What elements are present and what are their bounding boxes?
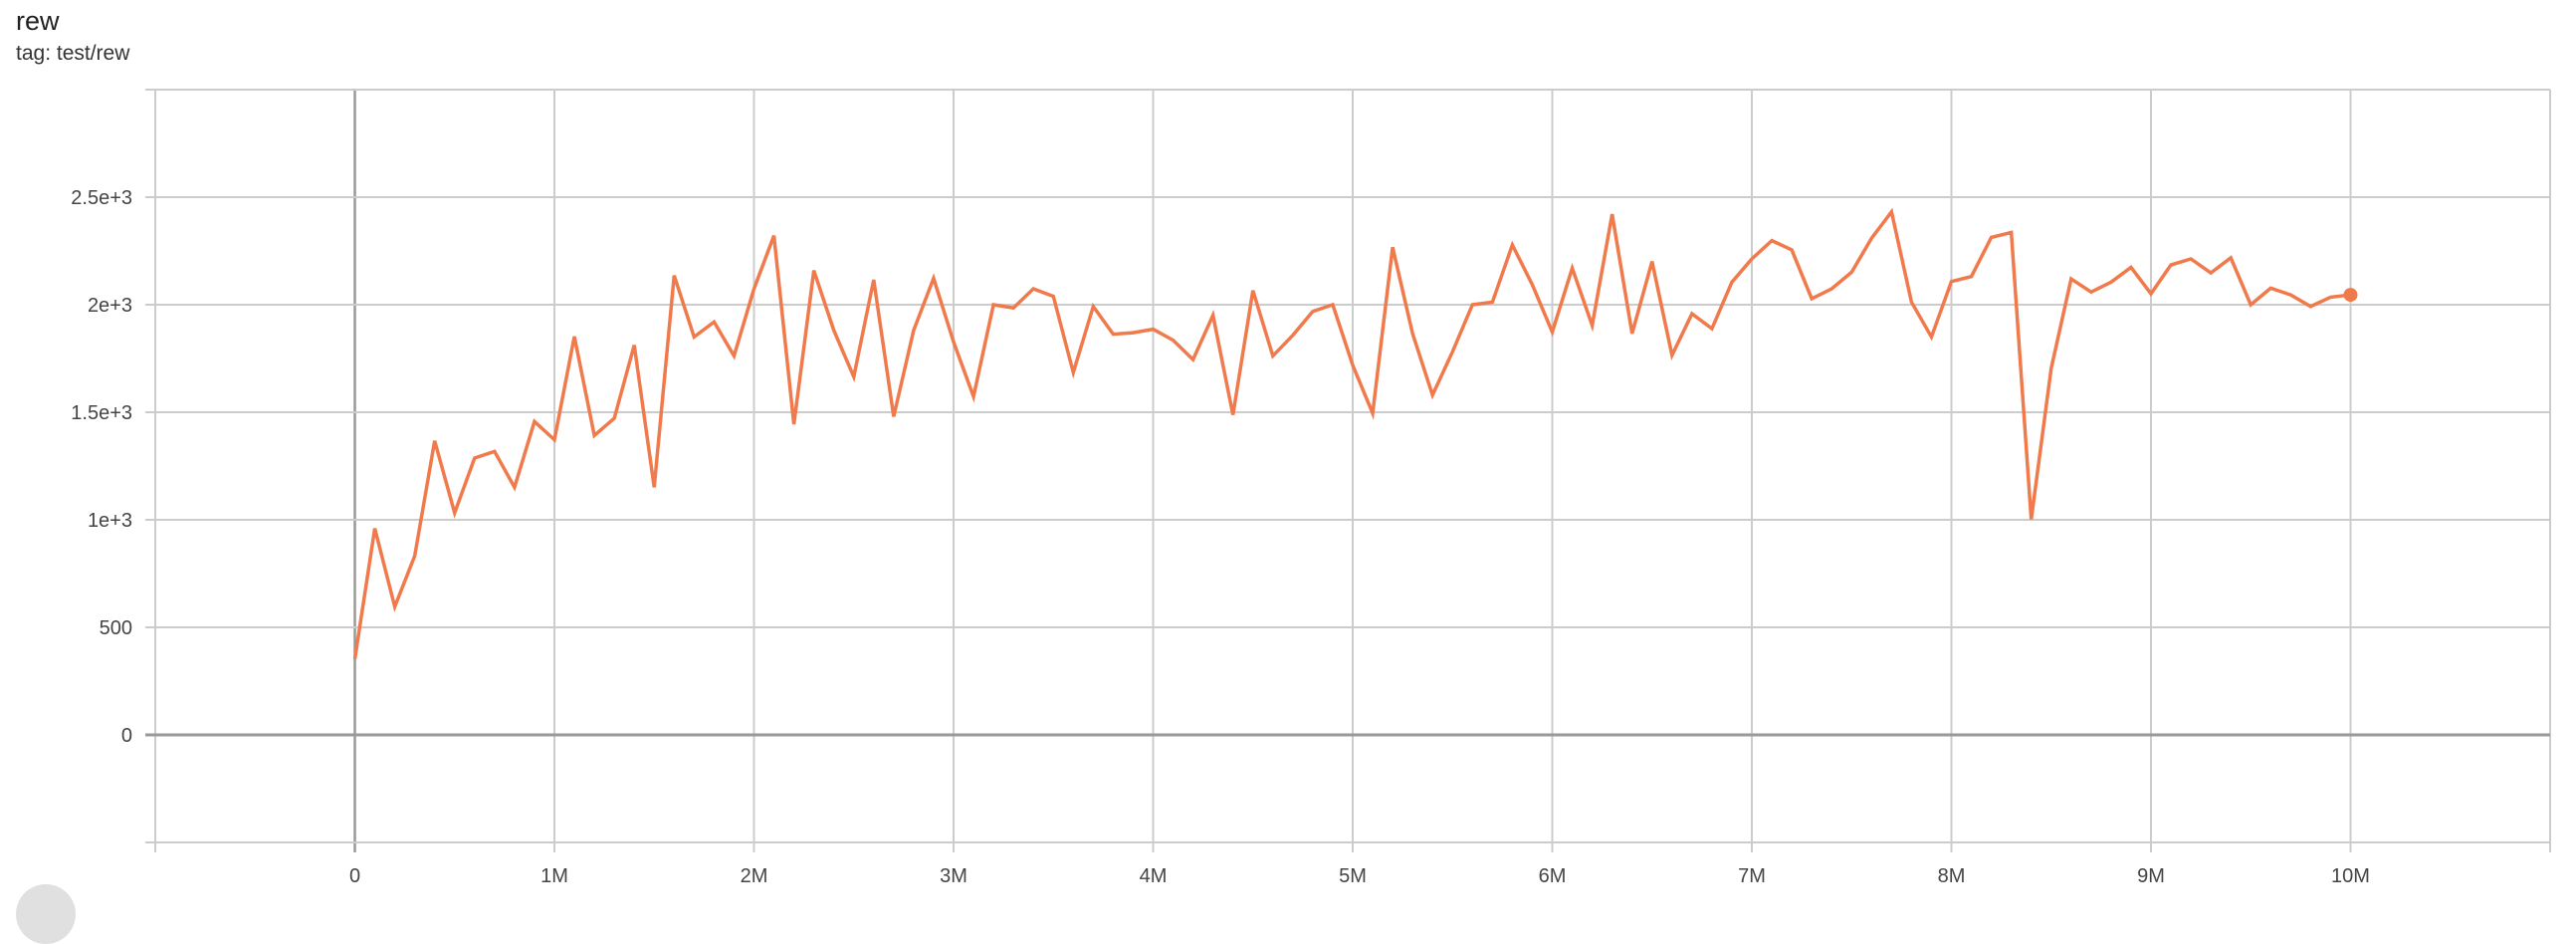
expand-button[interactable] <box>16 884 76 944</box>
y-tick-label: 0 <box>121 725 132 747</box>
x-tick-label: 1M <box>540 865 568 887</box>
x-tick-label: 2M <box>741 865 768 887</box>
x-tick-label: 4M <box>1140 865 1168 887</box>
x-tick-label: 8M <box>1938 865 1966 887</box>
x-tick-label: 9M <box>2137 865 2165 887</box>
x-tick-label: 7M <box>1738 865 1766 887</box>
line-chart: 0 1M 2M 3M 4M 5M 6M 7M 8M 9M 10M 0 500 1e+3 1.5e+3 2e+3… <box>71 89 2551 887</box>
x-tick-label: 0 <box>349 865 360 887</box>
last-point-marker <box>2343 288 2358 303</box>
y-tick-label: 1.5e+3 <box>71 402 132 424</box>
y-tick-label: 2e+3 <box>88 295 132 317</box>
x-tick-label: 5M <box>1339 865 1367 887</box>
series-line <box>352 207 2351 660</box>
y-tick-label: 500 <box>100 617 132 639</box>
y-tick-label: 2.5e+3 <box>71 187 132 209</box>
x-tick-label: 3M <box>940 865 967 887</box>
x-tick-label: 6M <box>1539 865 1567 887</box>
x-tick-label: 10M <box>2331 865 2370 887</box>
chart-tag: tag: test/rew <box>16 42 130 65</box>
y-tick-label: 1e+3 <box>88 510 132 532</box>
chart-title: rew <box>16 6 60 36</box>
